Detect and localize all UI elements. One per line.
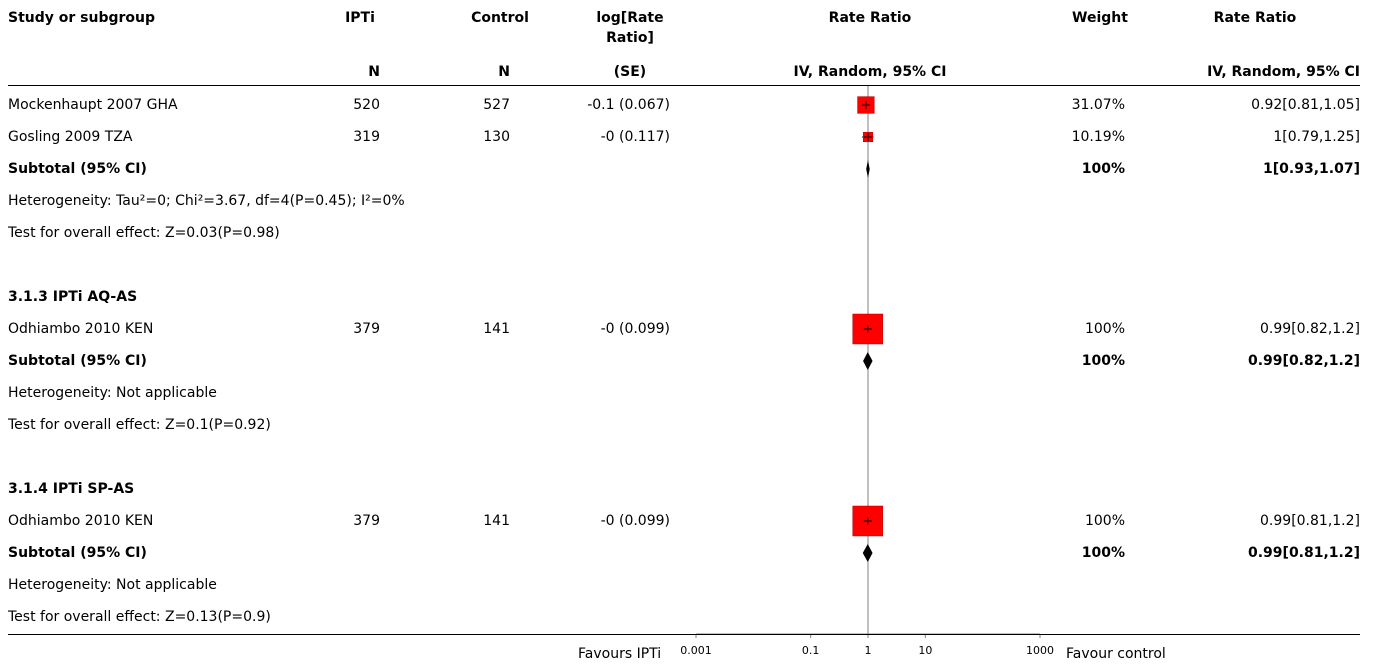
n-control: 527	[483, 97, 510, 113]
header-divider	[8, 85, 1360, 86]
subtotal-diamond	[863, 352, 873, 370]
header-weight: Weight	[1072, 10, 1128, 26]
study-row: Odhiambo 2010 KEN 379 141 -0 (0.099) 100% 0.9…	[0, 313, 1375, 345]
group-label: 3.1.4 IPTi SP-AS	[8, 481, 135, 497]
favours-right-label: Favour control	[1066, 646, 1166, 662]
note-label: Test for overall effect: Z=0.13(P=0.9)	[8, 609, 271, 625]
note-row: Heterogeneity: Not applicable	[0, 377, 1375, 409]
x-tick-label: 0.1	[802, 644, 820, 657]
subtotal-label: Subtotal (95% CI)	[8, 545, 147, 561]
header-rr-text: Rate Ratio	[1213, 10, 1297, 26]
note-row: Test for overall effect: Z=0.1(P=0.92)	[0, 409, 1375, 441]
subheader-se: (SE)	[613, 64, 647, 80]
subheader-n-ctrl: N	[498, 64, 510, 80]
rate-ratio-ci: 0.92[0.81,1.05]	[1251, 97, 1360, 113]
weight-value: 100%	[1084, 513, 1125, 529]
weight-value: 100%	[1084, 321, 1125, 337]
header-logrr: log[Rate Ratio]	[570, 8, 690, 48]
header-study: Study or subgroup	[8, 10, 156, 26]
rate-ratio-ci: 0.99[0.82,1.2]	[1248, 353, 1360, 369]
log-rate-ratio-se: -0 (0.117)	[600, 129, 670, 145]
weight-value: 100%	[1081, 545, 1125, 561]
header-control: Control	[471, 10, 529, 26]
study-label: Mockenhaupt 2007 GHA	[8, 97, 178, 113]
study-box	[852, 313, 883, 345]
log-rate-ratio-se: -0.1 (0.067)	[587, 97, 670, 113]
study-label: Gosling 2009 TZA	[8, 129, 133, 145]
n-ipti: 379	[353, 513, 380, 529]
subtotal-label: Subtotal (95% CI)	[8, 161, 147, 177]
header-logrr-line1: log[Rate	[596, 10, 664, 26]
subheader-text-method: IV, Random, 95% CI	[1207, 64, 1360, 80]
rate-ratio-ci: 1[0.79,1.25]	[1273, 129, 1360, 145]
x-tick-label: 1	[865, 644, 872, 657]
study-row: Gosling 2009 TZA 319 130 -0 (0.117) 10.19% 1[…	[0, 121, 1375, 153]
favours-left-label: Favours IPTi	[578, 646, 662, 662]
rate-ratio-ci: 1[0.93,1.07]	[1263, 161, 1360, 177]
study-row: Mockenhaupt 2007 GHA 520 527 -0.1 (0.067) 31…	[0, 89, 1375, 121]
x-tick-label: 1000	[1026, 644, 1054, 657]
study-label: Odhiambo 2010 KEN	[8, 321, 154, 337]
weight-value: 31.07%	[1071, 97, 1125, 113]
note-row: Test for overall effect: Z=0.13(P=0.9)	[0, 601, 1375, 633]
subtotal-row: Subtotal (95% CI) 100% 0.99[0.82,1.2]	[0, 345, 1375, 377]
n-ipti: 520	[353, 97, 380, 113]
rate-ratio-ci: 0.99[0.81,1.2]	[1260, 513, 1360, 529]
n-control: 141	[483, 321, 510, 337]
note-row: Heterogeneity: Tau²=0; Chi²=3.67, df=4(P…	[0, 185, 1375, 217]
x-tick-label: 0.001	[680, 644, 712, 657]
group-label: 3.1.3 IPTi AQ-AS	[8, 289, 138, 305]
header-ipti: IPTi	[345, 10, 375, 26]
rate-ratio-ci: 0.99[0.82,1.2]	[1260, 321, 1360, 337]
study-label: Odhiambo 2010 KEN	[8, 513, 154, 529]
subheader-n-exp: N	[368, 64, 380, 80]
n-ipti: 319	[353, 129, 380, 145]
note-label: Test for overall effect: Z=0.1(P=0.92)	[8, 417, 271, 433]
footer-divider	[8, 634, 1360, 635]
subtotal-diamond	[862, 544, 873, 562]
n-ipti: 379	[353, 321, 380, 337]
subtotal-row: Subtotal (95% CI) 100% 1[0.93,1.07]	[0, 153, 1375, 185]
header-rr-plot: Rate Ratio	[828, 10, 912, 26]
note-label: Heterogeneity: Tau²=0; Chi²=3.67, df=4(P…	[8, 193, 405, 209]
subtotal-label: Subtotal (95% CI)	[8, 353, 147, 369]
note-row: Test for overall effect: Z=0.03(P=0.98)	[0, 217, 1375, 249]
subheader-plot-method: IV, Random, 95% CI	[793, 64, 947, 80]
n-control: 130	[483, 129, 510, 145]
note-label: Heterogeneity: Not applicable	[8, 385, 217, 401]
x-tick-label: 10	[918, 644, 932, 657]
group-row: 3.1.3 IPTi AQ-AS	[0, 281, 1375, 313]
log-rate-ratio-se: -0 (0.099)	[600, 513, 670, 529]
weight-value: 100%	[1081, 353, 1125, 369]
subtotal-diamond	[866, 160, 870, 178]
log-rate-ratio-se: -0 (0.099)	[600, 321, 670, 337]
group-row: 3.1.4 IPTi SP-AS	[0, 473, 1375, 505]
study-row: Odhiambo 2010 KEN 379 141 -0 (0.099) 100% 0.9…	[0, 505, 1375, 537]
header-logrr-line2: Ratio]	[606, 30, 654, 46]
note-label: Heterogeneity: Not applicable	[8, 577, 217, 593]
n-control: 141	[483, 513, 510, 529]
rate-ratio-ci: 0.99[0.81,1.2]	[1248, 545, 1360, 561]
weight-value: 10.19%	[1071, 129, 1125, 145]
note-label: Test for overall effect: Z=0.03(P=0.98)	[8, 225, 280, 241]
note-row: Heterogeneity: Not applicable	[0, 569, 1375, 601]
weight-value: 100%	[1081, 161, 1125, 177]
subtotal-row: Subtotal (95% CI) 100% 0.99[0.81,1.2]	[0, 537, 1375, 569]
